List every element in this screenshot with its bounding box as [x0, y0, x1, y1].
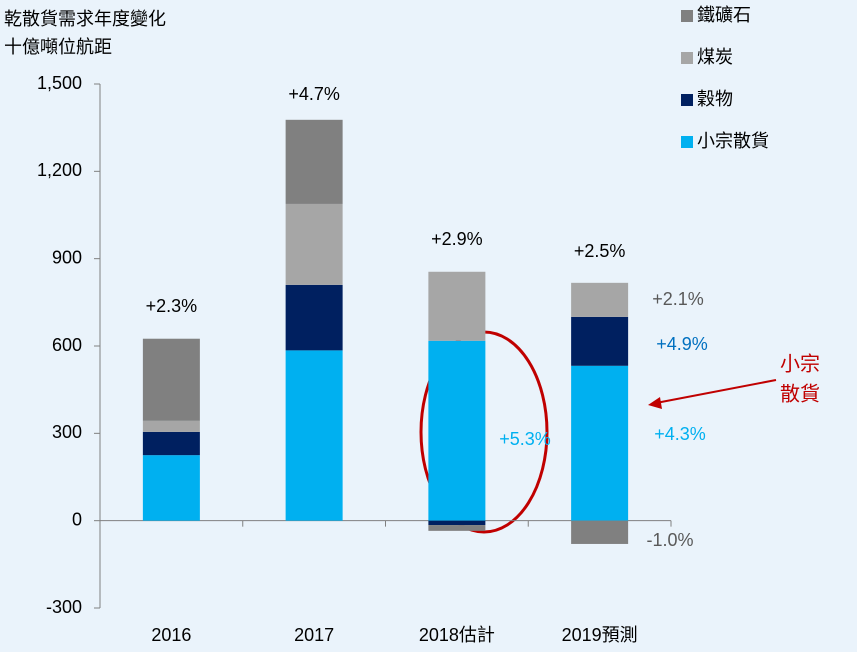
y-tick-label: 300 — [52, 422, 82, 442]
arrow-head — [648, 397, 662, 409]
y-tick-label: 900 — [52, 247, 82, 267]
bar-segment — [285, 203, 343, 285]
bar-segment — [142, 455, 200, 521]
bar-segment — [428, 271, 486, 341]
legend-label: 穀物 — [697, 89, 733, 109]
y-tick-label: 0 — [72, 509, 82, 529]
bar-segment — [428, 520, 486, 526]
annotation: -1.0% — [646, 530, 693, 550]
legend-label: 煤炭 — [697, 47, 733, 67]
callout-label: 散貨 — [780, 382, 820, 405]
callout-label: 小宗 — [780, 352, 820, 375]
growth-label: +2.3% — [146, 296, 198, 316]
callout-arrow — [655, 379, 777, 404]
bar-segment — [571, 316, 629, 366]
growth-label: +2.5% — [574, 241, 626, 261]
y-tick-label: 1,200 — [37, 160, 82, 180]
y-tick-label: 1,500 — [37, 73, 82, 93]
x-tick-label: 2016 — [151, 625, 191, 645]
legend-swatch — [681, 52, 693, 64]
bar-segment — [285, 119, 343, 204]
bar-segment — [428, 525, 486, 531]
x-tick-label: 2019預測 — [562, 625, 638, 645]
chart-title: 乾散貨需求年度變化 — [4, 9, 166, 29]
x-tick-label: 2018估計 — [419, 625, 495, 645]
bar-segment — [285, 284, 343, 351]
bar-segment — [571, 282, 629, 317]
y-tick-label: -300 — [46, 597, 82, 617]
bar-segment — [142, 420, 200, 432]
annotation: +4.9% — [656, 334, 708, 354]
legend-label: 小宗散貨 — [697, 131, 769, 151]
growth-label: +2.9% — [431, 229, 483, 249]
annotation: +5.3% — [499, 429, 551, 449]
y-tick-label: 600 — [52, 335, 82, 355]
bar-segment — [428, 340, 486, 521]
bar-segment — [571, 520, 629, 544]
y-axis-label: 十億噸位航距 — [4, 37, 112, 57]
legend-swatch — [681, 10, 693, 22]
annotation: +2.1% — [652, 289, 704, 309]
x-tick-label: 2017 — [294, 625, 334, 645]
bar-segment — [285, 350, 343, 521]
legend-swatch — [681, 94, 693, 106]
growth-label: +4.7% — [288, 84, 340, 104]
legend-label: 鐵礦石 — [697, 5, 751, 25]
bar-segment — [142, 338, 200, 421]
bar-segment — [142, 431, 200, 456]
annotation: +4.3% — [654, 424, 706, 444]
bar-segment — [571, 365, 629, 521]
legend-swatch — [681, 136, 693, 148]
